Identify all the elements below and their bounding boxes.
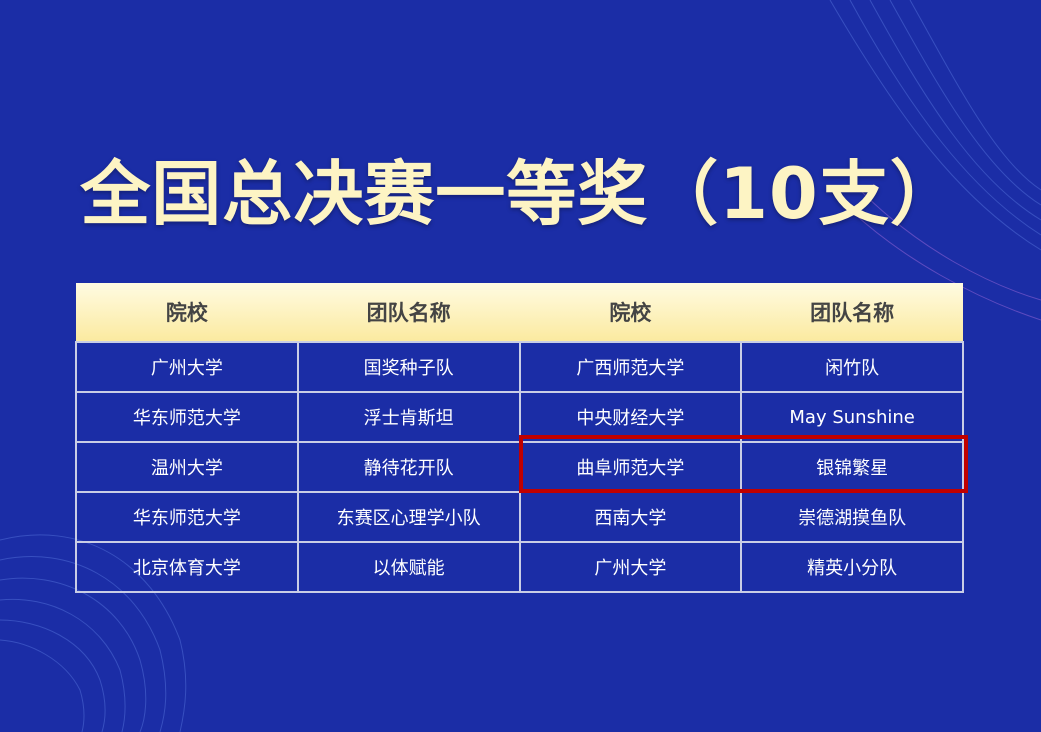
cell-team: 精英小分队 <box>740 541 964 593</box>
cell-school: 温州大学 <box>75 441 299 493</box>
cell-school: 中央财经大学 <box>518 391 743 443</box>
cell-school: 广州大学 <box>518 541 743 593</box>
cell-school: 广州大学 <box>75 341 299 393</box>
table-header-row: 院校 团队名称 院校 团队名称 <box>76 283 963 342</box>
cell-team: 以体赋能 <box>296 541 521 593</box>
cell-school: 华东师范大学 <box>75 491 299 543</box>
header-team: 团队名称 <box>741 283 963 342</box>
table-row: 温州大学 静待花开队 曲阜师范大学 银锦繁星 <box>75 441 964 493</box>
cell-team: 闲竹队 <box>740 341 964 393</box>
cell-team: 银锦繁星 <box>740 441 964 493</box>
table-row: 广州大学 国奖种子队 广西师范大学 闲竹队 <box>75 341 964 393</box>
table-row: 北京体育大学 以体赋能 广州大学 精英小分队 <box>75 541 964 593</box>
header-school: 院校 <box>76 283 298 342</box>
page-title: 全国总决赛一等奖（10支） <box>80 153 961 235</box>
cell-school: 西南大学 <box>518 491 743 543</box>
cell-team: 国奖种子队 <box>296 341 521 393</box>
table-row: 华东师范大学 东赛区心理学小队 西南大学 崇德湖摸鱼队 <box>75 491 964 543</box>
cell-team: 浮士肯斯坦 <box>296 391 521 443</box>
cell-team: 崇德湖摸鱼队 <box>740 491 964 543</box>
header-team: 团队名称 <box>297 283 520 342</box>
table-row: 华东师范大学 浮士肯斯坦 中央财经大学 May Sunshine <box>75 391 964 443</box>
cell-school: 北京体育大学 <box>75 541 299 593</box>
cell-school: 广西师范大学 <box>518 341 743 393</box>
header-school: 院校 <box>519 283 742 342</box>
cell-team: 东赛区心理学小队 <box>296 491 521 543</box>
highlight-box <box>519 435 968 493</box>
cell-team: May Sunshine <box>740 391 964 443</box>
awards-table: 院校 团队名称 院校 团队名称 广州大学 国奖种子队 广西师范大学 闲竹队 华东师范大学… <box>75 283 964 593</box>
cell-school: 华东师范大学 <box>75 391 299 443</box>
cell-team: 静待花开队 <box>296 441 521 493</box>
